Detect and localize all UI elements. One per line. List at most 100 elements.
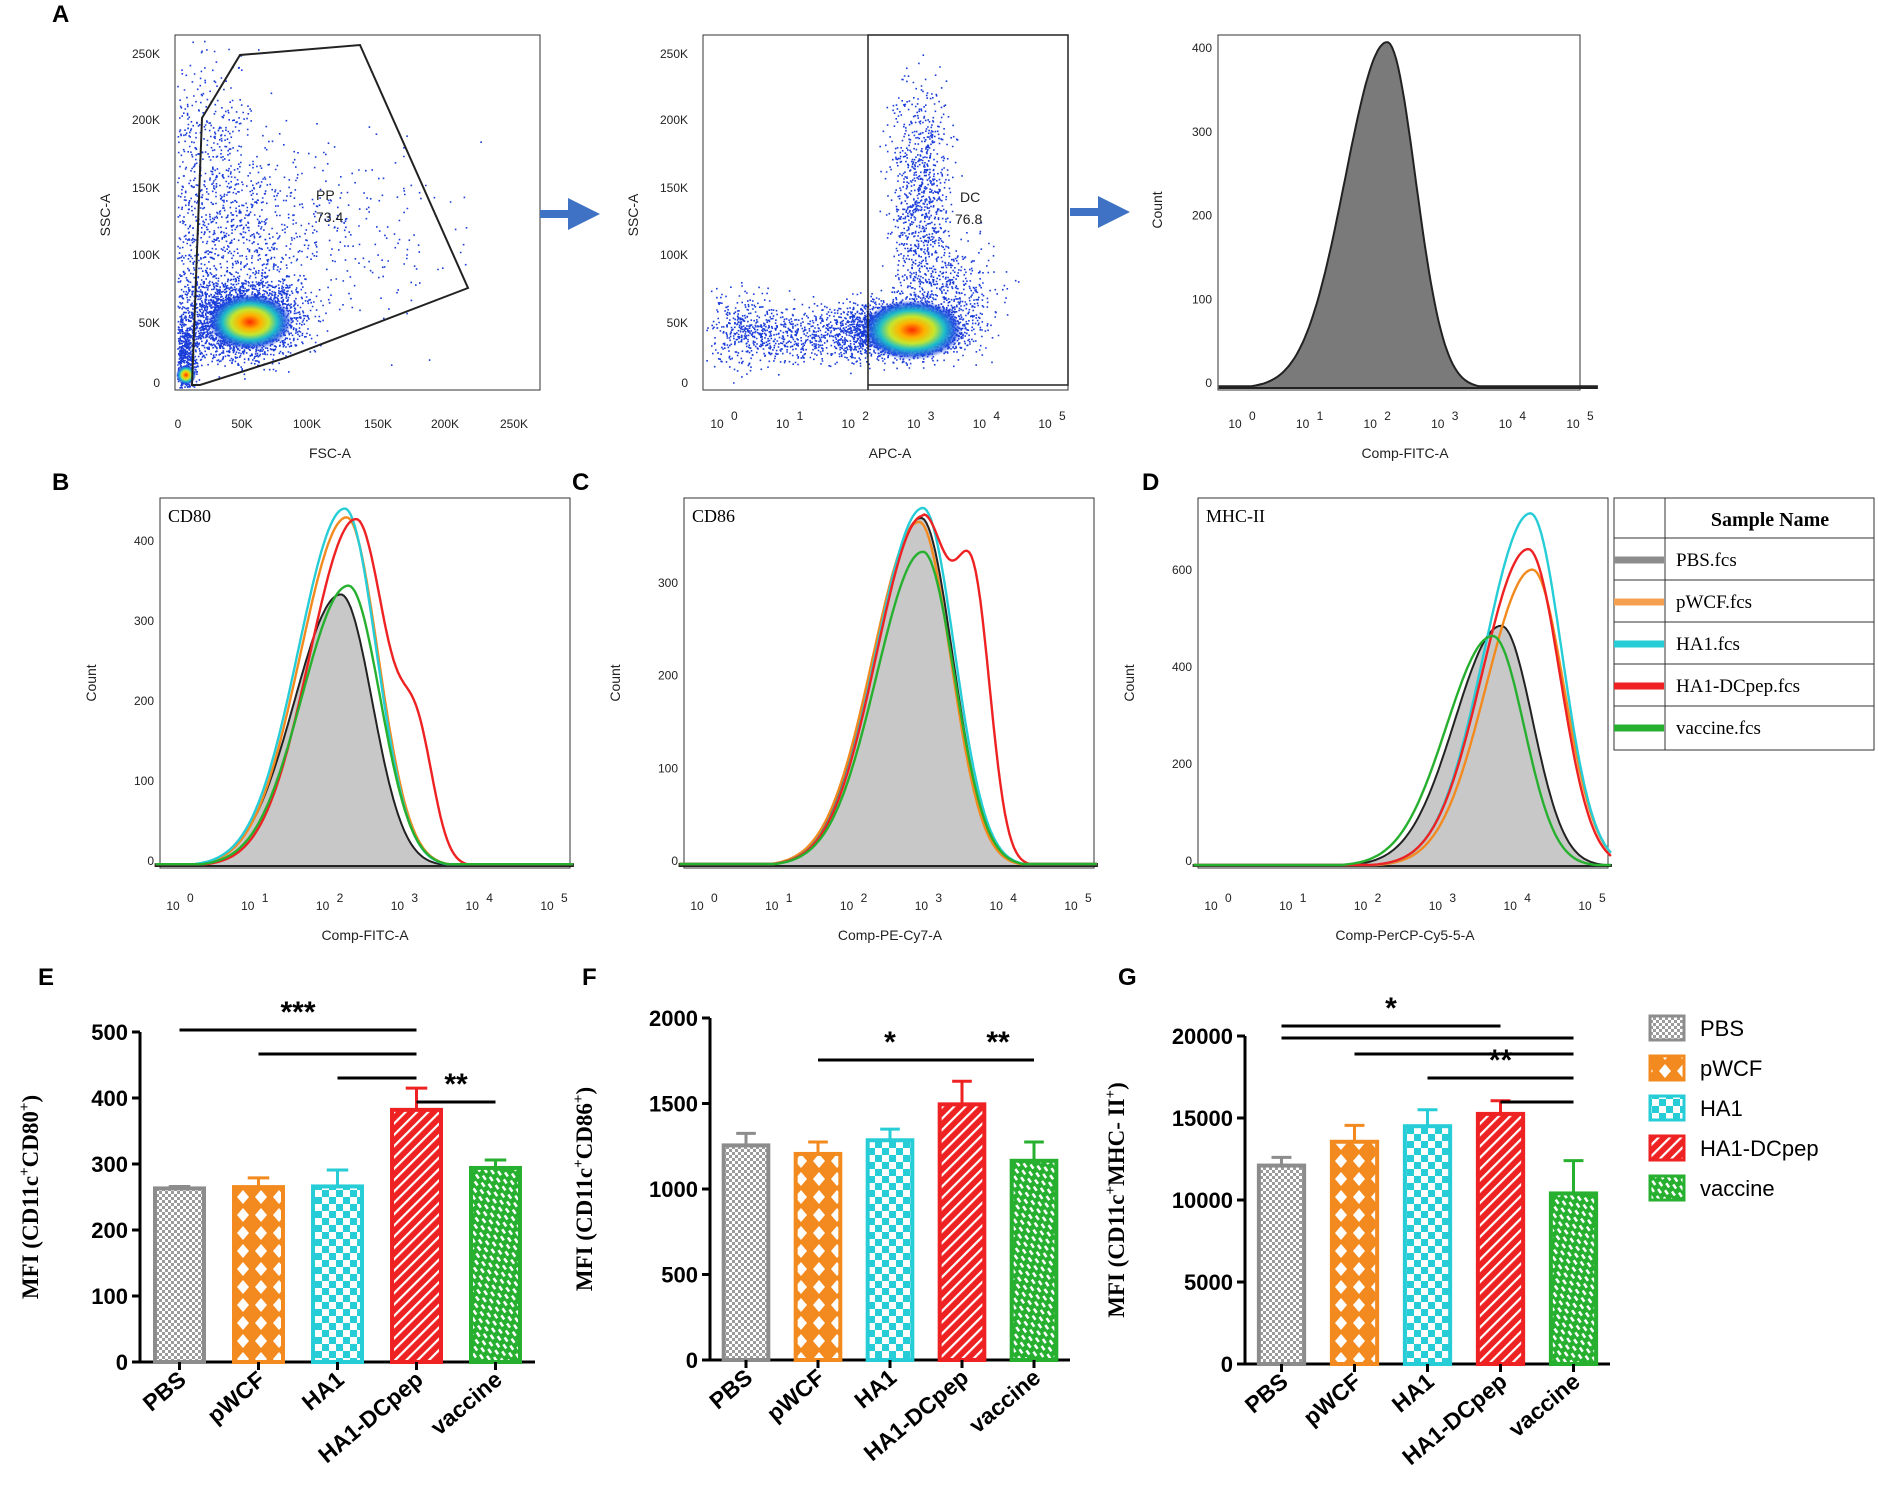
x-tick: vaccine: [425, 1366, 506, 1440]
x-tick-exponent: 5: [1085, 891, 1092, 905]
y-tick: 50K: [667, 316, 688, 330]
y-axis-label: SSC-A: [97, 193, 113, 236]
y-tick: 100: [1192, 292, 1212, 306]
y-axis-label: Count: [1149, 191, 1165, 228]
y-axis-label-sup: +: [17, 1103, 33, 1112]
x-tick: HA1: [1387, 1368, 1439, 1418]
legend-header: Sample Name: [1711, 509, 1829, 531]
y-tick: 200: [134, 694, 154, 708]
y-tick: 200: [91, 1218, 128, 1243]
gate-rectangle: [867, 34, 1069, 390]
x-tick: pWCF: [202, 1366, 270, 1429]
bar-ha1: [311, 1184, 364, 1364]
x-tick: 10: [1354, 899, 1368, 913]
x-tick: 10: [842, 417, 856, 431]
y-tick: 400: [134, 534, 154, 548]
gate-name: DC: [960, 189, 980, 205]
x-tick: 10: [241, 899, 255, 913]
histogram-pbs-fcs: [154, 593, 574, 867]
legend-swatch-ha1-dcpep: [1648, 1134, 1686, 1162]
y-axis-label: MFI (CD11c+MHC- II+): [1103, 1082, 1129, 1318]
legend-item: PBS: [1700, 1016, 1744, 1041]
y-tick: 500: [661, 1263, 698, 1288]
y-tick-labels: 400 300 200 100 0: [1192, 41, 1212, 390]
x-tick-labels: 10 0 10 1 10 2 10 3 10 4 10 5: [710, 409, 1066, 431]
x-tick: HA1: [849, 1364, 901, 1414]
y-tick: 400: [1192, 41, 1212, 55]
x-tick: 10: [391, 899, 405, 913]
y-tick: 250K: [132, 47, 160, 61]
gate-value: 73.4: [316, 209, 343, 225]
y-axis-label-part: MFI (CD11c: [1104, 1195, 1129, 1318]
x-tick-exponent: 4: [1519, 409, 1526, 423]
y-tick: 200K: [660, 113, 688, 127]
x-tick-labels: 10 0 10 1 10 2 10 3 10 4 10 5: [1228, 409, 1594, 431]
y-tick: 1500: [649, 1092, 698, 1117]
x-tick: 10: [1279, 899, 1293, 913]
density-hotspot: [862, 300, 962, 360]
histogram-curves: [154, 507, 574, 867]
x-tick: 10: [1038, 417, 1052, 431]
y-axis-label-sup: +: [17, 1167, 33, 1176]
y-axis-label-part: CD80: [18, 1111, 43, 1167]
panel-label-a: A: [52, 1, 69, 28]
bar-pwcf: [793, 1151, 843, 1362]
x-axis-label: APC-A: [869, 445, 912, 461]
y-axis-label-part: ): [18, 1095, 43, 1103]
x-axis-label: Comp-PE-Cy7-A: [838, 927, 943, 943]
panel-label-c: C: [572, 469, 589, 496]
y-tick: 200: [1192, 209, 1212, 223]
significance-label: **: [986, 1026, 1010, 1059]
x-tick-exponent: 5: [561, 891, 568, 905]
y-tick-labels: 300 200 100 0: [658, 576, 678, 868]
x-tick: PBS: [704, 1364, 757, 1414]
histogram-curves: [678, 506, 1098, 867]
x-tick: 100K: [293, 417, 321, 431]
x-tick-exponent: 0: [1249, 409, 1256, 423]
y-axis-label: Count: [83, 664, 99, 701]
x-tick-exponent: 2: [861, 891, 868, 905]
histogram-mhc-ii: MHC-II 600 400 200 0 10 0 10 1 10 2 10 3 10 4 10 5 Com…: [1121, 497, 1612, 943]
x-tick: pWCF: [762, 1364, 830, 1427]
x-tick: 10: [466, 899, 480, 913]
x-tick: 10: [907, 417, 921, 431]
x-tick-labels: 10 0 10 1 10 2 10 3 10 4 10 5: [166, 891, 568, 913]
x-tick-exponent: 4: [486, 891, 493, 905]
x-tick-exponent: 3: [1452, 409, 1459, 423]
y-axis-label-sup: +: [571, 1095, 587, 1104]
histogram-vaccine-fcs: [1193, 634, 1611, 867]
y-tick: 500: [91, 1020, 128, 1045]
legend-item: HA1-DCpep.fcs: [1676, 676, 1800, 697]
y-tick: 150K: [132, 181, 160, 195]
x-tick-exponent: 0: [1225, 891, 1232, 905]
histogram-curves: [1192, 512, 1612, 867]
x-axis-label: Comp-FITC-A: [321, 927, 409, 943]
panel-label-b: B: [52, 469, 69, 496]
x-tick-exponent: 2: [1384, 409, 1391, 423]
y-tick: 1000: [649, 1177, 698, 1202]
panel-label-e: E: [38, 964, 54, 991]
x-tick: 10: [1364, 417, 1378, 431]
legend-swatch-ha1: [1648, 1094, 1686, 1122]
y-tick: 0: [1185, 854, 1192, 868]
y-axis-label-sup: +: [1103, 1090, 1119, 1099]
y-axis-label-sup: +: [1103, 1186, 1119, 1195]
y-tick: 600: [1172, 563, 1192, 577]
x-tick: 10: [765, 899, 779, 913]
legend-item: PBS.fcs: [1676, 550, 1737, 571]
x-tick: vaccine: [964, 1364, 1045, 1438]
scatter-points: [706, 282, 791, 384]
x-tick-exponent: 3: [1449, 891, 1456, 905]
histogram-vaccine-fcs: [155, 584, 573, 866]
bar-pwcf: [232, 1185, 285, 1364]
x-tick-exponent: 4: [1010, 891, 1017, 905]
x-tick-exponent: 3: [935, 891, 942, 905]
bar-vaccine: [1009, 1158, 1059, 1363]
bar-pwcf: [1329, 1139, 1380, 1367]
y-tick: 200: [658, 669, 678, 683]
significance-label: *: [884, 1026, 896, 1059]
bar-pbs: [1256, 1163, 1307, 1367]
y-tick: 300: [91, 1152, 128, 1177]
